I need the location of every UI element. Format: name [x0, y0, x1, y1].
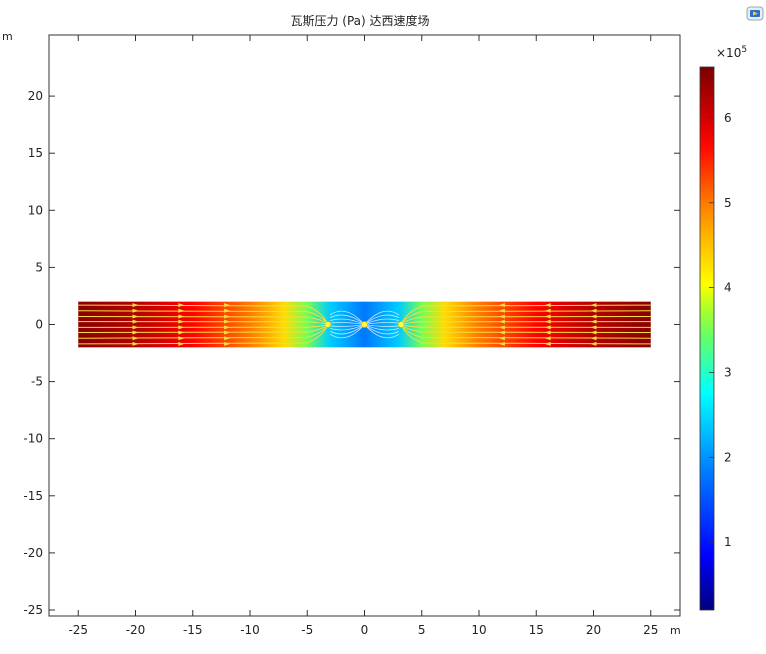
x-tick-label: 10: [471, 623, 486, 637]
flow-arrow: [178, 303, 185, 308]
y-tick-label: 5: [35, 260, 43, 274]
y-tick-label: -20: [23, 546, 43, 560]
streamline: [364, 314, 400, 325]
flow-arrow: [544, 319, 551, 324]
y-axis-unit: m: [2, 30, 13, 43]
flow-arrow: [132, 341, 139, 346]
flow-arrow: [498, 319, 505, 324]
sink-point: [361, 321, 368, 328]
flow-arrow: [132, 319, 139, 324]
y-tick-label: -5: [31, 375, 43, 389]
x-tick-label: -5: [301, 623, 313, 637]
flow-arrow: [498, 341, 505, 346]
flow-arrow: [544, 303, 551, 308]
flow-arrow: [544, 308, 551, 313]
flow-arrow: [590, 325, 597, 330]
flow-arrow: [178, 336, 185, 341]
flow-arrow: [590, 308, 597, 313]
display-icon[interactable]: [746, 6, 764, 22]
flow-arrow: [132, 330, 139, 335]
flow-arrow: [498, 330, 505, 335]
colorbar-tick-label: 3: [724, 365, 732, 379]
flow-arrow: [590, 319, 597, 324]
flow-arrow: [498, 303, 505, 308]
flow-arrow: [590, 303, 597, 308]
sink-point: [397, 321, 405, 328]
y-tick-label: 20: [28, 89, 43, 103]
y-tick-label: -10: [23, 432, 43, 446]
streamline: [329, 310, 365, 325]
flow-arrow: [224, 308, 231, 313]
flow-arrow: [178, 341, 185, 346]
flow-arrow: [224, 319, 231, 324]
flow-arrow: [544, 325, 551, 330]
flow-arrow: [224, 325, 231, 330]
x-tick-label: -25: [68, 623, 88, 637]
flow-arrow: [498, 314, 505, 319]
chart-title: 瓦斯压力 (Pa) 达西速度场: [290, 13, 429, 28]
velocity-streamlines: [78, 303, 651, 346]
flow-arrow: [178, 314, 185, 319]
x-tick-label: 5: [418, 623, 426, 637]
flow-arrow: [178, 325, 185, 330]
flow-arrow: [224, 341, 231, 346]
colorbar: ×105 1 2 3 4 5 6: [699, 45, 747, 611]
flow-arrow: [178, 319, 185, 324]
flow-arrow: [224, 303, 231, 308]
x-tick-label: 0: [361, 623, 369, 637]
streamline: [329, 324, 365, 335]
colorbar-tick-label: 1: [724, 535, 732, 549]
flow-arrow: [590, 336, 597, 341]
colorbar-tick-label: 5: [724, 196, 732, 210]
x-tick-label: -10: [240, 623, 260, 637]
streamline: [329, 324, 365, 339]
colorbar-tick-label: 2: [724, 450, 732, 464]
flow-arrow: [590, 341, 597, 346]
flow-arrow: [544, 336, 551, 341]
colorbar-scale: [699, 66, 715, 611]
flow-arrow: [544, 314, 551, 319]
y-tick-label: -15: [23, 489, 43, 503]
streamline: [329, 314, 365, 325]
flow-arrow: [178, 330, 185, 335]
flow-arrow: [544, 341, 551, 346]
flow-arrow: [132, 303, 139, 308]
x-tick-label: -20: [126, 623, 146, 637]
flow-arrow: [224, 314, 231, 319]
y-tick-label: 0: [35, 318, 43, 332]
x-tick-label: 15: [529, 623, 544, 637]
flow-arrow: [224, 330, 231, 335]
flow-arrow: [498, 308, 505, 313]
colorbar-multiplier: ×105: [716, 45, 747, 60]
colorbar-tick-label: 6: [724, 111, 732, 125]
x-axis-unit: m: [670, 624, 681, 637]
flow-arrow: [132, 314, 139, 319]
flow-arrow: [132, 336, 139, 341]
colorbar-ticks: 1 2 3 4 5 6: [709, 111, 732, 549]
sink-point: [324, 321, 332, 328]
flow-arrow: [224, 336, 231, 341]
streamline: [364, 324, 400, 335]
x-tick-label: 25: [643, 623, 658, 637]
flow-arrow: [132, 308, 139, 313]
flow-arrow: [178, 308, 185, 313]
streamline: [364, 310, 400, 325]
y-tick-label: 10: [28, 203, 43, 217]
y-tick-label: 15: [28, 146, 43, 160]
flow-arrow: [498, 336, 505, 341]
axis-ticks: -25 -20 -15 -10 -5 0 5 10 15 20 25 -25 -20 -15 -10 -5 0 5…: [23, 35, 680, 637]
colorbar-tick-label: 4: [724, 281, 732, 295]
flow-arrow: [590, 314, 597, 319]
y-tick-label: -25: [23, 603, 43, 617]
flow-arrow: [544, 330, 551, 335]
x-tick-label: 20: [586, 623, 601, 637]
flow-arrow: [498, 325, 505, 330]
streamline: [364, 324, 400, 339]
flow-arrow: [590, 330, 597, 335]
flow-arrow: [132, 325, 139, 330]
x-tick-label: -15: [183, 623, 203, 637]
